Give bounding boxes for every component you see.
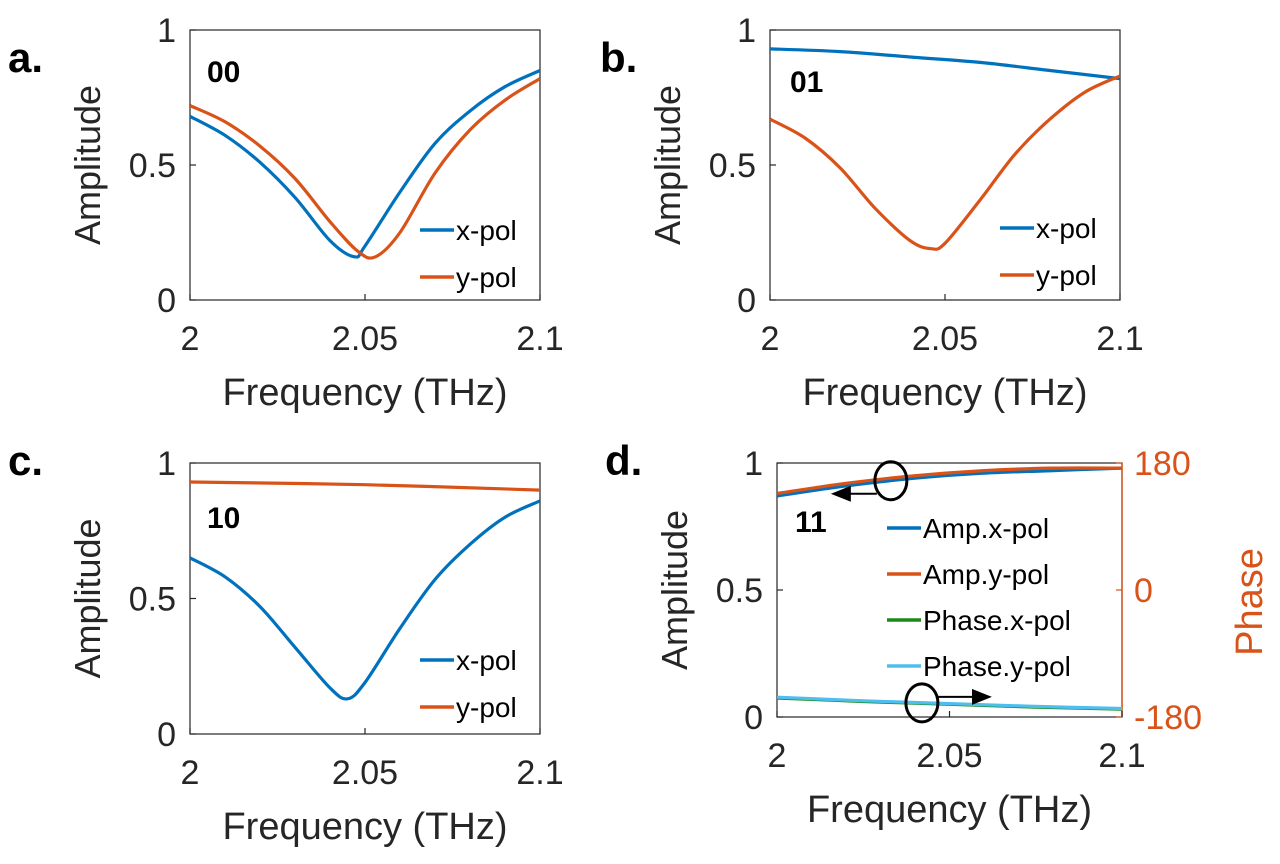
y-tick-label: 1 [744,445,763,483]
legend-label: Phase.x-pol [923,605,1071,636]
y-axis-label: Amplitude [654,510,695,670]
panel-00: a. 2 2.05 2.1 0 0.5 1 Frequency (THz) Amplitude 0… [8,12,564,414]
x-axis-label: Frequency (THz) [807,789,1092,831]
y-tick-label: 0.5 [716,572,763,610]
legend-label: y-pol [456,262,517,293]
series-line-x-pol [190,499,540,701]
series-line-x-pol [190,69,540,259]
series-line-y-pol [770,74,1120,251]
y-tick-label: 0 [744,699,763,737]
legend-label: x-pol [1036,213,1097,244]
x-tick-label: 2.1 [516,320,563,358]
series-line-amp-y-pol [777,466,1122,496]
y-tick-label: 1 [737,12,756,50]
y-tick-label: 1 [157,12,176,50]
x-tick-label: 2 [768,737,787,775]
x-tick-label: 2.05 [332,754,398,792]
x-axis-label: Frequency (THz) [222,806,507,848]
y-axis-label: Amplitude [67,518,108,678]
y2-tick-label: -180 [1134,699,1202,737]
x-tick-label: 2.05 [912,320,978,358]
panel-letter: d. [605,437,642,484]
y-axis-label: Amplitude [67,85,108,245]
legend-label: Amp.y-pol [923,559,1049,590]
series-line-phase-y-pol [777,695,1122,711]
x-axis-label: Frequency (THz) [222,372,507,414]
legend-label: Amp.x-pol [923,513,1049,544]
y2-axis-label: Phase [1229,548,1271,656]
y-tick-label: 0.5 [709,147,756,185]
y-axis-label: Amplitude [647,85,688,245]
y2-tick-label: 180 [1134,445,1191,483]
legend: Amp.x-pol Amp.y-pol Phase.x-pol Phase.y-pol [887,513,1071,682]
x-tick-label: 2.05 [332,320,398,358]
legend: x-pol y-pol [1000,213,1097,291]
phase-marker-circle [904,682,940,724]
x-tick-label: 2 [181,754,200,792]
y-tick-label: 0 [157,716,176,754]
amplitude-marker-circle [873,460,909,502]
panel-01: b. 2 2.05 2.1 0 0.5 1 Frequency (THz) Amplitude 0… [600,12,1144,414]
y-tick-label: 0.5 [129,581,176,619]
legend: x-pol y-pol [420,645,517,723]
series-line-y-pol [190,480,540,492]
panel-10: c. 2 2.05 2.1 0 0.5 1 Frequency (THz) Amplitude 1… [8,437,564,848]
y-tick-label: 0 [157,282,176,320]
x-axis-label: Frequency (THz) [802,372,1087,414]
series-line-x-pol [770,47,1120,81]
legend-label: x-pol [456,215,517,246]
panel-11: d. 2 2.05 2.1 0 0.5 1 -180 0 180 Phase Frequency (T… [605,437,1271,831]
panel-letter: a. [8,34,43,81]
annotations [830,460,992,724]
y-tick-label: 1 [157,445,176,483]
y2-tick-label: 0 [1134,572,1153,610]
legend-label: y-pol [1036,260,1097,291]
code-label: 01 [790,66,823,99]
legend-label: y-pol [456,692,517,723]
x-tick-label: 2 [181,320,200,358]
x-tick-label: 2.1 [1096,320,1143,358]
axes-box [189,29,541,301]
code-label: 11 [795,506,827,539]
x-tick-label: 2.05 [916,737,982,775]
x-tick-label: 2 [761,320,780,358]
panel-letter: b. [600,34,637,81]
legend-label: x-pol [456,645,517,676]
y-tick-label: 0 [737,282,756,320]
panel-letter: c. [8,437,43,484]
series-line-y-pol [190,77,540,260]
code-label: 00 [207,56,240,89]
legend-label: Phase.y-pol [923,651,1071,682]
y-tick-label: 0.5 [129,147,176,185]
x-tick-label: 2.1 [516,754,563,792]
legend: x-pol y-pol [420,215,517,293]
x-tick-label: 2.1 [1098,737,1145,775]
code-label: 10 [207,502,240,535]
